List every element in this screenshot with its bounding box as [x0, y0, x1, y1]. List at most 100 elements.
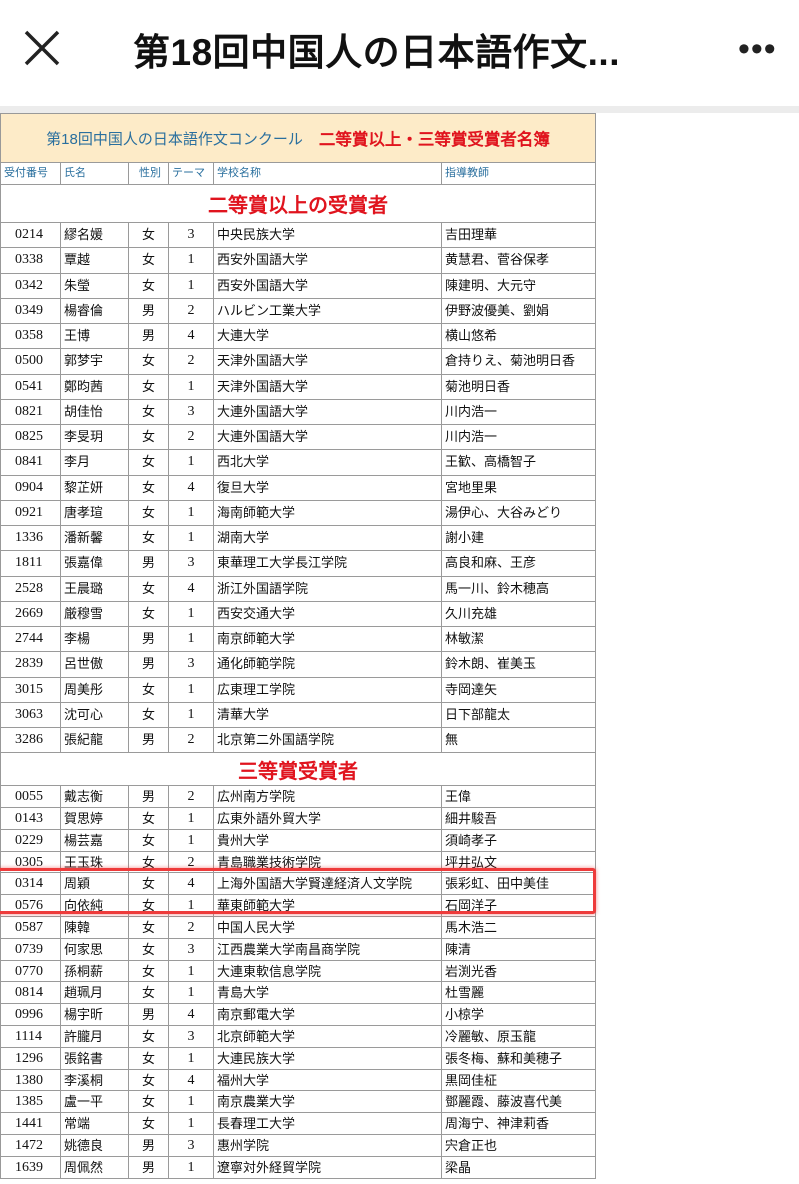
cell-school: 江西農業大学南昌商学院: [214, 938, 442, 960]
cell-gender: 女: [129, 450, 169, 475]
cell-school: 天津外国語大学: [214, 349, 442, 374]
cell-school: 海南師範大学: [214, 500, 442, 525]
cell-teacher: 王偉: [442, 786, 596, 808]
cell-school: 惠州学院: [214, 1135, 442, 1156]
col-header-gender: 性別: [129, 163, 169, 184]
table-row: 0314 周穎女 4 上海外国語大学賢達経済人文学院 張彩虹、田中美佳: [1, 873, 596, 896]
table-row: 3286 張紀龍男 2 北京第二外国語学院無: [1, 728, 596, 754]
cell-id: 0825: [1, 425, 61, 450]
cell-gender: 女: [129, 248, 169, 273]
cell-theme: 4: [169, 873, 214, 895]
cell-name: 黎芷妍: [61, 475, 129, 500]
cell-teacher: 馬木浩二: [442, 917, 596, 938]
table-row: 0739 何家思女 3 江西農業大学南昌商学院 陳清: [1, 938, 596, 961]
cell-school: 西安交通大学: [214, 601, 442, 626]
cell-id: 1811: [1, 551, 61, 576]
table-row: 0821 胡佳怡女 3 大連外国語大学 川内浩一: [1, 399, 596, 425]
cell-gender: 女: [129, 851, 169, 873]
cell-theme: 2: [169, 425, 214, 450]
cell-teacher: 王歓、高橋智子: [442, 450, 596, 475]
cell-name: 楊睿倫: [61, 298, 129, 323]
table-row: 0305 王玉珠女 2 青島職業技術学院 坪井弘文: [1, 851, 596, 874]
cell-name: 李溪桐: [61, 1069, 129, 1091]
more-options-icon[interactable]: •••: [738, 30, 777, 68]
cell-id: 0921: [1, 500, 61, 525]
cell-gender: 女: [129, 808, 169, 829]
cell-gender: 女: [129, 273, 169, 298]
cell-theme: 4: [169, 576, 214, 601]
cell-name: 唐孝瑄: [61, 500, 129, 525]
cell-theme: 2: [169, 298, 214, 323]
table-row: 3015 周美彤女 1 広東理工学院 寺岡達矢: [1, 677, 596, 703]
cell-theme: 3: [169, 1135, 214, 1156]
cell-gender: 女: [129, 526, 169, 551]
cell-theme: 1: [169, 1113, 214, 1134]
cell-id: 0229: [1, 829, 61, 851]
cell-gender: 女: [129, 938, 169, 960]
cell-school: 大連外国語大学: [214, 399, 442, 424]
cell-school: 南京農業大学: [214, 1091, 442, 1113]
cell-gender: 女: [129, 702, 169, 727]
cell-school: 西安外国語大学: [214, 273, 442, 298]
table-row: 0841 李月女 1 西北大学 王歓、高橋智子: [1, 450, 596, 476]
cell-gender: 女: [129, 895, 169, 917]
cell-id: 2528: [1, 576, 61, 601]
award-table-image: 第18回中国人の日本語作文コンクール 二等賞以上・三等賞受賞者名簿 受付番号 氏…: [0, 113, 596, 1179]
cell-theme: 1: [169, 1156, 214, 1178]
cell-id: 0821: [1, 399, 61, 424]
cell-theme: 3: [169, 223, 214, 248]
table-row: 1296 張銘書女 1 大連民族大学 張冬梅、蘇和美穂子: [1, 1047, 596, 1070]
cell-theme: 3: [169, 551, 214, 576]
cell-id: 0143: [1, 808, 61, 829]
cell-teacher: 石岡洋子: [442, 895, 596, 917]
cell-school: 華東師範大学: [214, 895, 442, 917]
cell-gender: 男: [129, 1156, 169, 1178]
cell-id: 0314: [1, 873, 61, 895]
cell-gender: 男: [129, 652, 169, 677]
cell-gender: 女: [129, 399, 169, 424]
cell-name: 李楊: [61, 627, 129, 652]
cell-theme: 4: [169, 475, 214, 500]
cell-theme: 1: [169, 960, 214, 982]
cell-id: 3063: [1, 702, 61, 727]
cell-id: 0587: [1, 917, 61, 938]
table-row: 1639 周佩然男 1 遼寧対外経貿学院 梁晶: [1, 1156, 596, 1179]
cell-school: 東華理工大学長江学院: [214, 551, 442, 576]
section-rows: 0214 繆名媛女 3 中央民族大学 吉田理華 0338 覃越女 1 西安外国語大学 黄慧君、菅谷…: [1, 223, 596, 754]
cell-gender: 女: [129, 1113, 169, 1134]
col-header-name: 氏名: [61, 163, 129, 184]
table-row: 0338 覃越女 1 西安外国語大学 黄慧君、菅谷保孝: [1, 248, 596, 274]
table-row: 1385 盧一平女 1 南京農業大学 鄧麗霞、藤波喜代美: [1, 1091, 596, 1114]
cell-teacher: 小椋学: [442, 1004, 596, 1026]
cell-theme: 1: [169, 500, 214, 525]
cell-teacher: 岩渕光香: [442, 960, 596, 982]
cell-theme: 1: [169, 273, 214, 298]
cell-id: 1385: [1, 1091, 61, 1113]
cell-school: 貴州大学: [214, 829, 442, 851]
cell-theme: 2: [169, 349, 214, 374]
cell-theme: 1: [169, 1047, 214, 1069]
cell-name: 趙珮月: [61, 982, 129, 1004]
table-title: 第18回中国人の日本語作文コンクール 二等賞以上・三等賞受賞者名簿: [1, 113, 596, 163]
cell-theme: 1: [169, 450, 214, 475]
cell-teacher: 陳建明、大元守: [442, 273, 596, 298]
cell-theme: 3: [169, 938, 214, 960]
cell-school: 南京師範大学: [214, 627, 442, 652]
close-icon[interactable]: [22, 28, 62, 68]
cell-gender: 男: [129, 627, 169, 652]
cell-teacher: 寺岡達矢: [442, 677, 596, 702]
cell-id: 0500: [1, 349, 61, 374]
cell-name: 張嘉偉: [61, 551, 129, 576]
cell-gender: 女: [129, 374, 169, 399]
cell-gender: 女: [129, 425, 169, 450]
cell-name: 周美彤: [61, 677, 129, 702]
cell-teacher: 久川充雄: [442, 601, 596, 626]
cell-name: 繆名媛: [61, 223, 129, 248]
cell-id: 0358: [1, 324, 61, 349]
table-row: 2744 李楊男 1 南京師範大学 林敏潔: [1, 627, 596, 653]
cell-name: 郭梦宇: [61, 349, 129, 374]
table-row: 0814 趙珮月女 1 青島大学 杜雪麗: [1, 982, 596, 1005]
cell-gender: 女: [129, 1047, 169, 1069]
table-row: 0055 戴志衡男 2 広州南方学院 王偉: [1, 786, 596, 809]
cell-gender: 女: [129, 677, 169, 702]
